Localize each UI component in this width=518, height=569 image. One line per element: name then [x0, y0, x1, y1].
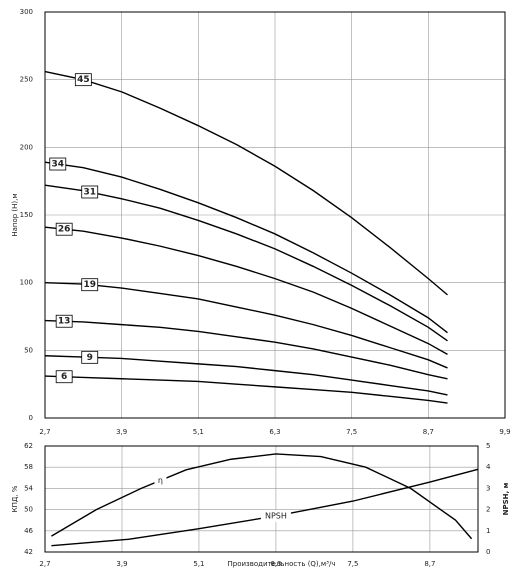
y2-tick-label: 1 [486, 527, 490, 535]
plot-frame [44, 445, 479, 553]
series-label: 6 [61, 372, 67, 382]
series-line [44, 375, 448, 404]
x-tick-label: 3,9 [116, 428, 127, 436]
y2-tick-label: 0 [486, 548, 490, 556]
series-label: NPSH [265, 511, 287, 520]
label-box [49, 157, 67, 171]
y-tick-label: 100 [20, 279, 33, 287]
x-axis-label: Производительность (Q),м³/ч [228, 560, 336, 568]
x-tick-label: 2,7 [39, 560, 50, 568]
x-tick-label: 8,7 [423, 428, 434, 436]
x-tick-label: 9,9 [499, 428, 510, 436]
series-label: 26 [58, 225, 71, 235]
label-box [55, 314, 73, 328]
y2-tick-label: 2 [486, 506, 490, 514]
label-box [154, 474, 167, 487]
x-tick-label: 6,3 [270, 560, 281, 568]
series-line [44, 281, 448, 369]
series-line [44, 161, 448, 334]
series-line [44, 184, 448, 342]
x-tick-label: 5,1 [193, 560, 204, 568]
y-tick-label: 58 [24, 463, 33, 471]
y-tick-label: 300 [20, 8, 33, 16]
y-tick-label: 42 [24, 548, 33, 556]
series-line [51, 453, 473, 540]
label-box [55, 222, 73, 236]
y-axis-label: Напор (H),м [11, 193, 19, 236]
series-line [44, 355, 448, 396]
series-label: 34 [52, 160, 65, 170]
label-box [260, 509, 291, 522]
y-tick-label: 150 [20, 211, 33, 219]
y-tick-label: 54 [24, 484, 33, 492]
series-label: 45 [77, 75, 90, 85]
y2-axis-label: NPSH, м [502, 482, 510, 515]
series-line [44, 226, 448, 356]
x-tick-label: 7,5 [346, 428, 357, 436]
y-axis-label: КПД, % [11, 485, 19, 512]
label-box [81, 278, 99, 292]
label-box [81, 350, 99, 364]
y-tick-label: 46 [24, 527, 33, 535]
y-tick-label: 50 [24, 506, 33, 514]
x-tick-label: 3,9 [116, 560, 127, 568]
series-label: 31 [83, 187, 96, 197]
series-label: 13 [58, 317, 71, 327]
x-tick-label: 6,3 [269, 428, 280, 436]
y-tick-label: 250 [20, 76, 33, 84]
label-box [55, 370, 73, 384]
y2-tick-label: 4 [486, 463, 491, 471]
y-tick-label: 62 [24, 442, 33, 450]
series-label: η [158, 476, 163, 485]
x-tick-label: 8,7 [424, 560, 435, 568]
series-label: 19 [83, 280, 96, 290]
y-tick-label: 0 [29, 414, 33, 422]
x-tick-label: 2,7 [39, 428, 50, 436]
y-tick-label: 50 [24, 346, 33, 354]
x-tick-label: 7,5 [347, 560, 358, 568]
y2-tick-label: 3 [486, 484, 490, 492]
series-line [51, 468, 479, 547]
x-tick-label: 5,1 [193, 428, 204, 436]
series-line [44, 319, 448, 380]
y2-tick-label: 5 [486, 442, 490, 450]
plot-frame [44, 11, 506, 419]
series-label: 9 [87, 353, 93, 363]
label-box [81, 185, 99, 199]
label-box [74, 73, 92, 87]
series-line [44, 70, 448, 296]
y-tick-label: 200 [20, 143, 33, 151]
